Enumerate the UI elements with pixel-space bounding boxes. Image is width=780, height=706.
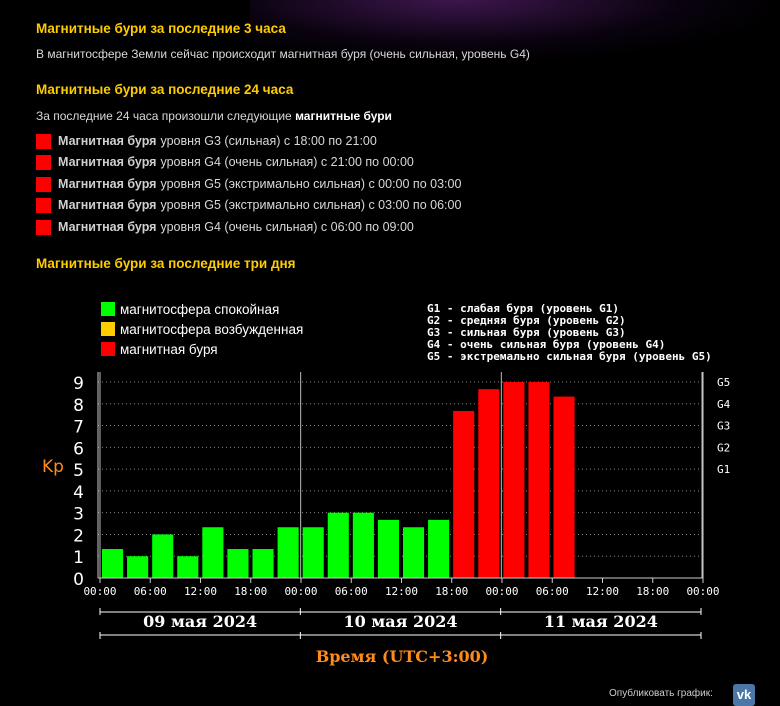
storm-marker-icon (36, 133, 51, 149)
kp-bar (428, 519, 450, 578)
kp-bar (503, 382, 525, 578)
g-tick-label: G5 (717, 376, 730, 389)
kp-bar (277, 527, 299, 578)
kp-bar (102, 549, 124, 578)
y-tick-label: 2 (73, 526, 84, 546)
y-tick-label: 7 (73, 418, 84, 438)
kp-bar (202, 527, 224, 578)
section-title-3h: Магнитные бури за последние 3 часа (36, 21, 286, 36)
kp-bar (252, 549, 274, 578)
y-tick-label: 9 (73, 374, 84, 394)
x-tick-label: 00:00 (686, 585, 719, 598)
kp-bar (327, 512, 349, 578)
day-label: 09 мая 2024 (143, 612, 257, 631)
kp-bar (352, 512, 374, 578)
x-tick-label: 18:00 (234, 585, 267, 598)
x-tick-label: 12:00 (586, 585, 619, 598)
y-tick-label: 5 (73, 461, 84, 481)
g-tick-label: G2 (717, 441, 730, 454)
y-tick-label: 0 (73, 570, 84, 590)
vk-share-icon[interactable]: vk (733, 684, 755, 706)
g-tick-label: G1 (717, 463, 730, 476)
legend-swatch-icon (101, 302, 115, 316)
kp-bar (152, 534, 174, 578)
kp-bar (227, 549, 249, 578)
g-legend-entry: G5 - экстремально сильная буря (уровень … (427, 350, 712, 363)
kp-bar (302, 527, 324, 578)
g-legend-entry: G4 - очень сильная буря (уровень G4) (427, 338, 665, 351)
g-tick-label: G4 (717, 398, 731, 411)
x-tick-label: 00:00 (284, 585, 317, 598)
kp-bar (453, 410, 475, 578)
storm-item: Магнитная буря уровня G5 (экстримально си… (36, 175, 461, 193)
x-tick-label: 06:00 (335, 585, 368, 598)
y-tick-label: 4 (73, 483, 84, 503)
storm-marker-icon (36, 176, 51, 192)
storm-item: Магнитная буря уровня G4 (очень сильная) … (36, 218, 414, 236)
legend-label: магнитосфера спокойная (120, 302, 279, 317)
x-tick-label: 12:00 (184, 585, 217, 598)
x-tick-label: 18:00 (636, 585, 669, 598)
storm-item: Магнитная буря уровня G3 (сильная) с 18:0… (36, 132, 377, 150)
kp-bar (403, 527, 425, 578)
g-legend-entry: G1 - слабая буря (уровень G1) (427, 302, 619, 315)
kp-bar (478, 389, 500, 578)
g-legend-entry: G2 - средняя буря (уровень G2) (427, 314, 626, 327)
x-tick-label: 12:00 (385, 585, 418, 598)
kp-bar (553, 396, 575, 578)
kp-bar (377, 519, 399, 578)
current-storm-text: В магнитосфере Земли сейчас происходит м… (36, 47, 530, 61)
y-tick-label: 6 (73, 439, 84, 459)
legend-label: магнитная буря (120, 342, 218, 357)
x-axis-title: Время (UTC+3:00) (316, 647, 489, 666)
y-tick-label: 8 (73, 396, 84, 416)
legend-label: магнитосфера возбужденная (120, 322, 303, 337)
day-label: 10 мая 2024 (343, 612, 457, 631)
g-legend-entry: G3 - сильная буря (уровень G3) (427, 326, 626, 339)
kp-bar (177, 556, 199, 578)
x-tick-label: 00:00 (485, 585, 518, 598)
x-tick-label: 06:00 (134, 585, 167, 598)
storm-marker-icon (36, 219, 51, 235)
y-tick-label: 3 (73, 505, 84, 525)
x-tick-label: 18:00 (435, 585, 468, 598)
y-tick-label: 1 (73, 548, 84, 568)
storm-item: Магнитная буря уровня G5 (экстримально си… (36, 196, 461, 214)
y-axis-title: Kp (42, 457, 64, 477)
storms-24h-intro: За последние 24 часа произошли следующие… (36, 109, 392, 123)
storm-item: Магнитная буря уровня G4 (очень сильная) … (36, 153, 414, 171)
kp-bar (528, 382, 550, 578)
storm-marker-icon (36, 197, 51, 213)
kp-bar (127, 556, 149, 578)
x-tick-label: 06:00 (536, 585, 569, 598)
legend-swatch-icon (101, 342, 115, 356)
x-tick-label: 00:00 (83, 585, 116, 598)
section-title-24h: Магнитные бури за последние 24 часа (36, 82, 294, 97)
storm-marker-icon (36, 154, 51, 170)
kp-index-chart: магнитосфера спокойная магнитосфера возбу… (42, 302, 731, 666)
section-title-3d: Магнитные бури за последние три дня (36, 256, 296, 271)
publish-chart-label: Опубликовать график: (609, 688, 713, 699)
day-label: 11 мая 2024 (544, 612, 658, 631)
g-tick-label: G3 (717, 420, 730, 433)
legend-swatch-icon (101, 322, 115, 336)
